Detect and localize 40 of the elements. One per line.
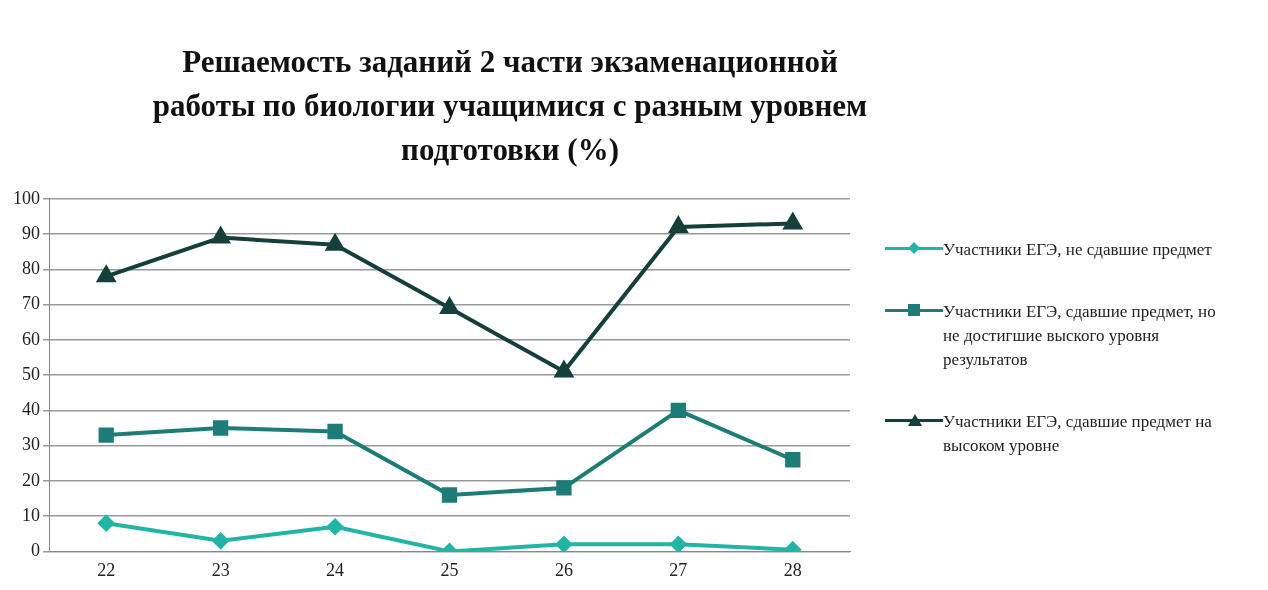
point [785,452,801,468]
point [669,217,688,234]
point [441,487,458,503]
point [556,480,572,496]
legend-label: Участники ЕГЭ, не сдавшие предмет [943,239,1212,261]
point [440,298,459,315]
point [327,423,343,440]
legend-label: Участники ЕГЭ, сдавшие предмет, но не достигшие выского уровня результатов [943,301,1217,371]
point [555,536,572,552]
point [670,536,687,552]
y-tick-label: 10 [22,504,40,525]
y-tick-label: 60 [22,328,40,349]
y-tick-label: 80 [22,258,40,279]
y-tick-label: 0 [31,540,40,561]
x-tick-label: 24 [326,559,345,580]
point [98,427,114,443]
x-tick-label: 22 [97,559,116,580]
point [783,213,802,230]
x-tick-label: 25 [440,559,459,580]
point [324,232,344,251]
x-tick-label: 28 [783,559,802,580]
y-tick-label: 90 [22,222,40,243]
y-tick-label: 30 [22,434,40,455]
x-tick-label: 27 [669,559,688,580]
y-tick-label: 40 [22,399,40,420]
point [97,266,116,283]
y-tick-label: 50 [22,363,40,384]
x-tick-label: 26 [554,559,573,580]
point [98,515,115,532]
y-tick-label: 100 [13,187,40,208]
y-tick-label: 20 [22,469,40,490]
y-tick-label: 70 [22,293,40,314]
legend-label: Участники ЕГЭ, сдавшие предмет на высоком уровне [943,411,1213,457]
x-tick-label: 23 [211,559,230,580]
chart-title: Решаемость заданий 2 части экзаменационной работы по биологии учащимися с разным уровнем подготовки (%) [151,43,869,169]
point [670,402,687,419]
point [327,518,344,535]
point [212,532,229,549]
point [212,420,229,436]
point [210,225,231,244]
